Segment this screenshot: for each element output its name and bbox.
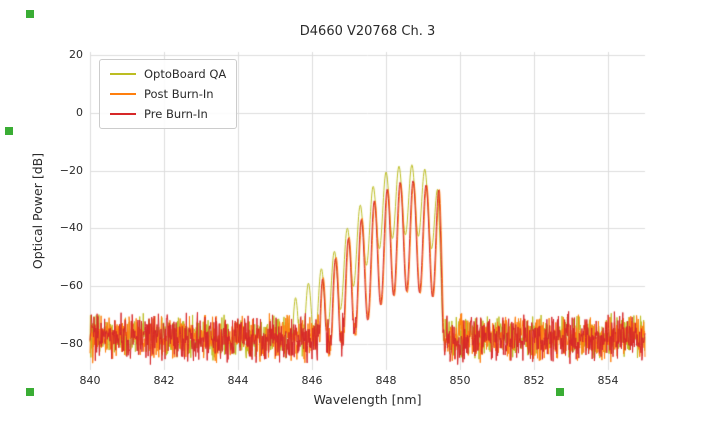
y-tick-label: −40 — [59, 221, 83, 235]
legend-entry-post-burn-in: Post Burn-In — [110, 87, 226, 101]
x-tick-label: 846 — [301, 374, 323, 387]
legend-entry-optoboard-qa: OptoBoard QA — [110, 67, 226, 81]
green-selection-handle[interactable] — [26, 10, 34, 18]
y-tick-label: −80 — [59, 336, 83, 350]
legend-label-post-burn-in: Post Burn-In — [144, 87, 214, 101]
legend: OptoBoard QA Post Burn-In Pre Burn-In — [99, 59, 238, 129]
legend-swatch-post-burn-in — [110, 93, 136, 95]
legend-entry-pre-burn-in: Pre Burn-In — [110, 107, 226, 121]
green-selection-handle[interactable] — [5, 127, 13, 135]
x-tick-label: 852 — [523, 374, 545, 387]
chart-title: D4660 V20768 Ch. 3 — [299, 24, 436, 39]
x-tick-label: 840 — [79, 374, 101, 387]
green-selection-handle[interactable] — [26, 388, 34, 396]
legend-swatch-optoboard-qa — [110, 73, 136, 75]
y-tick-label: 0 — [76, 105, 83, 119]
legend-label-optoboard-qa: OptoBoard QA — [144, 67, 227, 81]
x-tick-label: 848 — [375, 374, 397, 387]
y-tick-label: −60 — [59, 279, 83, 293]
y-tick-label: −20 — [59, 163, 83, 177]
green-selection-handle[interactable] — [556, 388, 564, 396]
legend-label-pre-burn-in: Pre Burn-In — [144, 107, 208, 121]
x-axis-label: Wavelength [nm] — [313, 392, 422, 407]
y-tick-label: 20 — [69, 47, 83, 61]
x-tick-label: 842 — [153, 374, 175, 387]
x-tick-label: 854 — [597, 374, 619, 387]
x-tick-label: 844 — [227, 374, 249, 387]
x-tick-label: 850 — [449, 374, 471, 387]
y-axis-label: Optical Power [dB] — [30, 152, 45, 270]
legend-swatch-pre-burn-in — [110, 113, 136, 115]
